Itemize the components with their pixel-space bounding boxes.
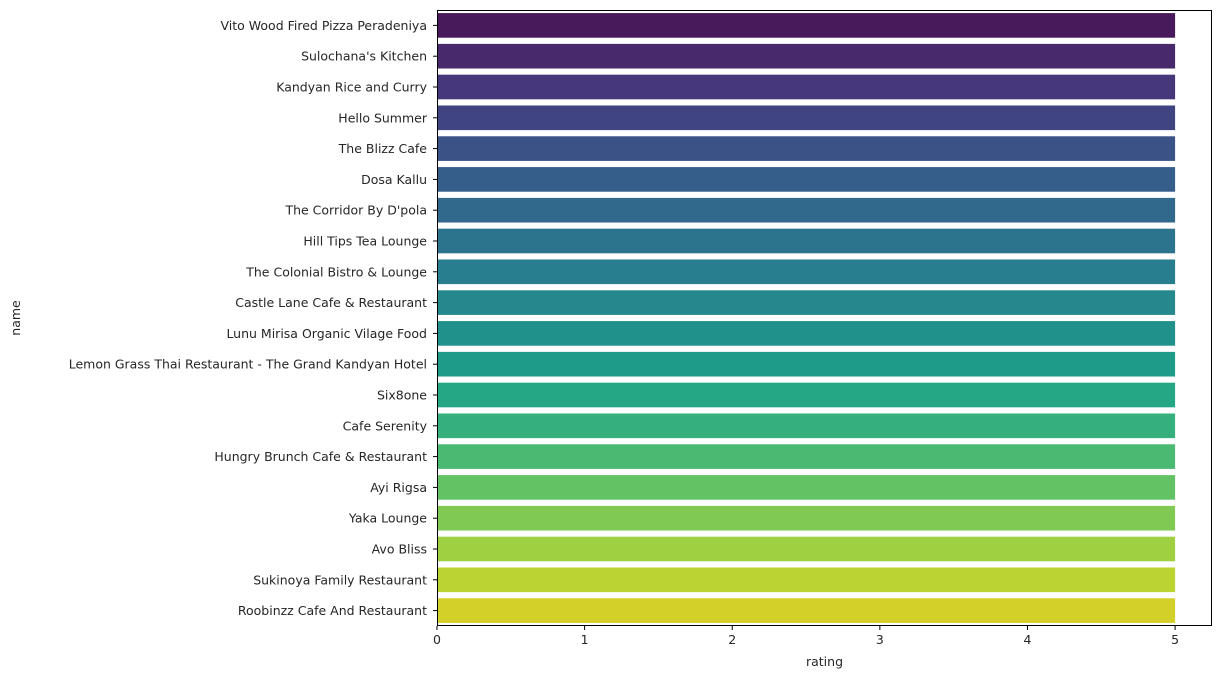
y-tick-label: Ayi Rigsa [370, 480, 427, 495]
x-tick-label: 2 [728, 632, 736, 647]
bar [437, 228, 1176, 254]
y-tick-label: Castle Lane Cafe & Restaurant [235, 295, 427, 310]
x-axis-ticks: 0 1 2 3 4 5 [433, 626, 1179, 647]
bar [437, 321, 1176, 346]
x-axis-label: rating [806, 654, 843, 669]
y-tick-label: Six8one [377, 388, 427, 403]
bar [437, 167, 1176, 192]
bar [437, 74, 1176, 100]
bar [437, 475, 1176, 500]
x-tick-label: 1 [581, 632, 589, 647]
y-tick-label: Hungry Brunch Cafe & Restaurant [214, 449, 427, 464]
bars-group [437, 13, 1176, 623]
y-tick-label: Sukinoya Family Restaurant [253, 572, 427, 587]
y-tick-label: Lemon Grass Thai Restaurant - The Grand … [69, 357, 427, 372]
y-tick-label: The Colonial Bistro & Lounge [245, 264, 427, 279]
y-tick-label: The Corridor By D'pola [284, 203, 427, 218]
y-tick-label: Lunu Mirisa Organic Vilage Food [226, 326, 427, 341]
bar [437, 505, 1176, 531]
bar [437, 136, 1176, 161]
y-axis-label: name [8, 300, 23, 336]
y-tick-label: Vito Wood Fired Pizza Peradeniya [221, 18, 427, 33]
bar [437, 382, 1176, 408]
bar [437, 536, 1176, 562]
bar [437, 105, 1176, 131]
y-tick-label: Yaka Lounge [348, 511, 427, 526]
y-tick-label: Cafe Serenity [343, 418, 428, 433]
y-tick-label: Dosa Kallu [361, 172, 427, 187]
bar [437, 197, 1176, 223]
x-tick-label: 5 [1171, 632, 1179, 647]
y-tick-label: The Blizz Cafe [338, 141, 428, 156]
bar [437, 13, 1176, 38]
y-tick-label: Kandyan Rice and Curry [276, 80, 427, 95]
bar [437, 444, 1176, 469]
plot-frame [437, 10, 1212, 626]
bar [437, 43, 1176, 69]
y-tick-label: Avo Bliss [372, 542, 427, 557]
bar [437, 413, 1176, 439]
y-tick-label: Sulochana's Kitchen [301, 49, 427, 64]
y-tick-label: Roobinzz Cafe And Restaurant [238, 603, 427, 618]
bar [437, 351, 1176, 377]
y-axis-ticks: Vito Wood Fired Pizza Peradeniya Sulochan… [69, 18, 437, 618]
bar [437, 259, 1176, 285]
bar [437, 290, 1176, 315]
bar [437, 598, 1176, 623]
x-tick-label: 0 [433, 632, 441, 647]
bar [437, 567, 1176, 593]
y-tick-label: Hello Summer [338, 110, 428, 125]
x-tick-label: 4 [1023, 632, 1031, 647]
x-tick-label: 3 [876, 632, 884, 647]
y-tick-label: Hill Tips Tea Lounge [303, 234, 427, 249]
